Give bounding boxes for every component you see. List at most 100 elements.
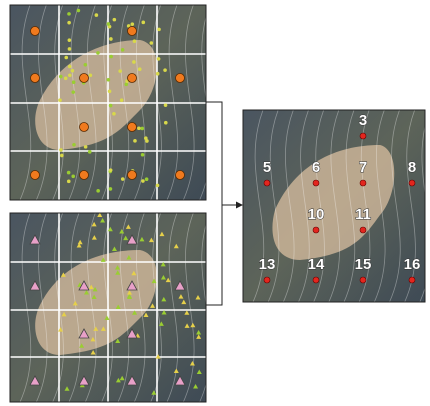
- speckle: [125, 83, 129, 87]
- speckle: [88, 150, 92, 154]
- speckle: [71, 69, 75, 73]
- point-label: 13: [259, 256, 276, 273]
- sample-circle: [128, 27, 137, 36]
- speckle: [77, 9, 81, 13]
- speckle: [108, 89, 112, 93]
- speckle: [121, 177, 125, 181]
- speckle: [120, 98, 124, 102]
- figure: 3 5 6 7 8 10 11 13 14 15 16: [0, 0, 430, 406]
- speckle: [132, 60, 136, 64]
- speckle: [68, 65, 72, 69]
- speckle: [157, 57, 161, 61]
- speckle: [58, 98, 62, 102]
- speckle: [118, 69, 122, 73]
- sample-circle: [128, 171, 137, 180]
- speckle: [59, 75, 63, 79]
- speckle: [67, 180, 71, 184]
- sample-circle: [31, 74, 40, 83]
- speckle: [64, 56, 68, 60]
- speckle: [109, 187, 113, 191]
- speckle: [107, 22, 111, 26]
- speckle: [144, 136, 148, 140]
- speckle: [67, 12, 71, 16]
- sample-circle: [31, 171, 40, 180]
- speckle: [96, 189, 100, 193]
- speckle: [109, 104, 113, 108]
- sample-circle: [80, 171, 89, 180]
- speckle: [107, 78, 111, 82]
- point-dot: [264, 277, 270, 283]
- point-dot: [409, 277, 415, 283]
- point-label: 15: [355, 256, 372, 273]
- speckle: [68, 47, 72, 51]
- point-dot: [360, 180, 366, 186]
- point-label: 10: [308, 206, 325, 223]
- point-label: 8: [408, 159, 416, 176]
- speckle: [157, 28, 161, 32]
- point-dot: [313, 227, 319, 233]
- contour: [232, 5, 243, 200]
- speckle: [68, 38, 72, 42]
- speckle: [72, 143, 76, 147]
- speckle: [67, 21, 71, 25]
- point-dot: [313, 180, 319, 186]
- speckle: [163, 68, 167, 72]
- speckle: [71, 175, 75, 179]
- point-dot: [409, 180, 415, 186]
- point-dot: [360, 277, 366, 283]
- speckle: [60, 154, 64, 158]
- contour: [232, 213, 243, 402]
- speckle: [164, 121, 168, 125]
- point-dot: [264, 180, 270, 186]
- result-map: [243, 110, 430, 302]
- speckle: [84, 63, 88, 67]
- speckle: [109, 168, 113, 172]
- speckle: [89, 73, 93, 77]
- point-label: 11: [355, 206, 371, 223]
- speckle: [140, 127, 144, 131]
- speckle: [133, 139, 137, 143]
- point-label: 14: [308, 256, 325, 273]
- speckle: [95, 13, 99, 17]
- contour: [216, 213, 227, 402]
- speckle: [156, 184, 160, 188]
- sample-circle: [31, 27, 40, 36]
- point-label: 16: [404, 256, 421, 273]
- point-dot: [360, 227, 366, 233]
- speckle: [71, 90, 75, 94]
- speckle: [109, 55, 113, 59]
- sample-circle: [80, 74, 89, 83]
- sample-circle: [80, 123, 89, 132]
- triangle-sample-map: [10, 213, 243, 402]
- speckle: [72, 80, 76, 84]
- speckle: [137, 126, 141, 130]
- speckle: [121, 48, 125, 52]
- point-dot: [313, 277, 319, 283]
- connector: [206, 102, 238, 305]
- speckle: [141, 179, 145, 183]
- speckle: [164, 103, 168, 107]
- speckle: [67, 171, 71, 175]
- speckle: [141, 153, 145, 157]
- speckle: [109, 37, 113, 41]
- speckle: [113, 18, 117, 22]
- point-label: 6: [312, 159, 320, 176]
- point-label: 5: [263, 159, 271, 176]
- point-dot: [360, 133, 366, 139]
- speckle: [84, 145, 88, 149]
- speckle: [68, 73, 72, 77]
- speckle: [131, 22, 135, 26]
- speckle: [133, 39, 137, 43]
- speckle: [64, 76, 68, 80]
- sample-circle: [128, 123, 137, 132]
- speckle: [150, 41, 154, 45]
- sample-circle: [128, 74, 137, 83]
- speckle: [59, 148, 63, 152]
- point-label: 7: [359, 159, 367, 176]
- sample-circle: [176, 171, 185, 180]
- speckle: [112, 112, 116, 116]
- sample-circle: [176, 74, 185, 83]
- speckle: [96, 51, 100, 55]
- point-label: 3: [359, 112, 367, 129]
- speckle: [156, 72, 160, 76]
